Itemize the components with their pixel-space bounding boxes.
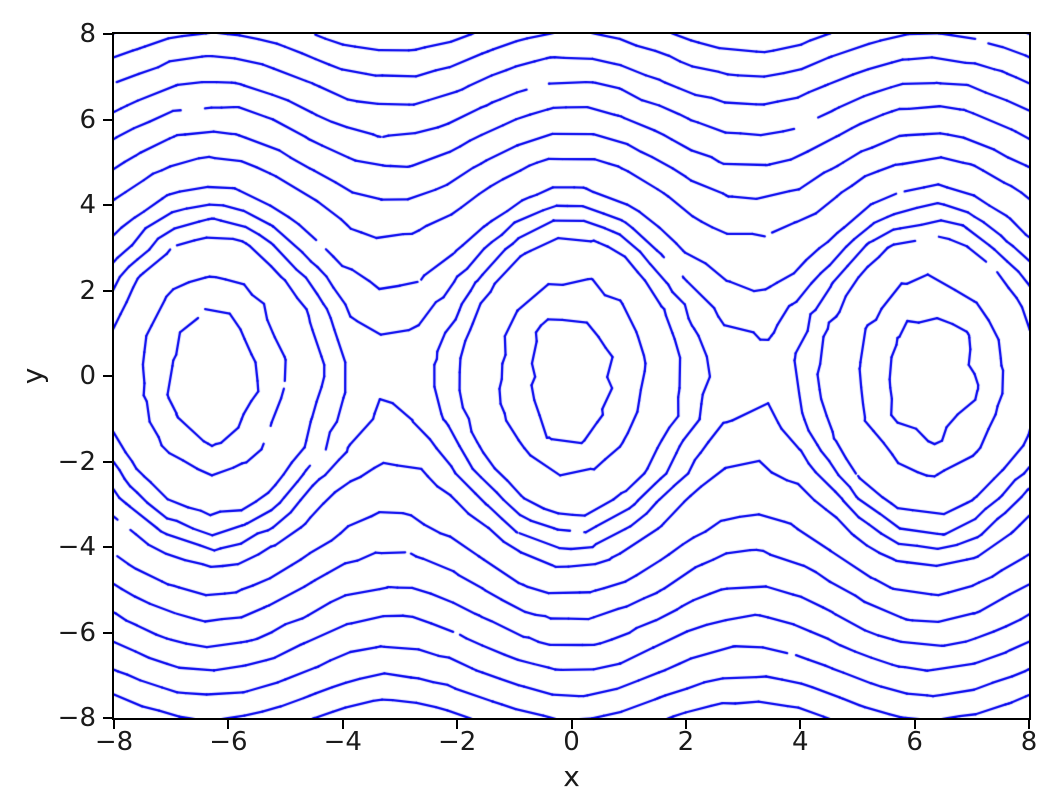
y-tick-label: −6	[57, 617, 96, 648]
y-tick-label: −8	[57, 703, 96, 733]
y-tick-label: −2	[57, 446, 96, 477]
y-tick-label: 4	[79, 190, 96, 220]
x-tick-label: 4	[791, 727, 809, 757]
y-tick-label: 0	[79, 361, 96, 391]
x-tick-mark	[799, 720, 802, 729]
y-tick-mark	[103, 33, 113, 35]
x-axis-label: x	[563, 760, 580, 793]
x-tick-mark	[227, 720, 230, 729]
y-tick-mark	[103, 289, 113, 292]
x-tick-label: −2	[437, 727, 477, 757]
y-tick-mark	[103, 204, 113, 206]
y-tick-mark	[103, 118, 113, 121]
y-tick-label: 8	[79, 19, 96, 49]
x-tick-label: −8	[94, 727, 134, 757]
y-axis-label: y	[16, 367, 49, 385]
x-tick-label: 0	[563, 727, 580, 757]
x-tick-mark	[570, 720, 573, 729]
x-tick-mark	[113, 720, 115, 729]
x-tick-label: 2	[677, 727, 695, 757]
y-tick-mark	[103, 460, 113, 463]
y-tick-mark	[103, 375, 113, 377]
x-tick-label: −6	[209, 727, 248, 757]
y-tick-label: −4	[57, 532, 96, 562]
x-tick-mark	[341, 720, 344, 729]
x-tick-mark	[1028, 720, 1030, 729]
x-tick-label: 6	[906, 727, 923, 757]
contour-canvas	[114, 34, 1029, 718]
y-tick-mark	[103, 631, 113, 634]
x-tick-mark	[913, 720, 916, 729]
x-tick-mark	[456, 720, 459, 729]
y-tick-label: 2	[79, 275, 96, 306]
y-tick-mark	[103, 717, 113, 719]
x-tick-label: −4	[323, 727, 362, 757]
x-tick-label: 8	[1020, 727, 1038, 757]
y-tick-mark	[103, 546, 113, 548]
x-tick-mark	[684, 720, 687, 729]
y-tick-label: 6	[79, 104, 96, 135]
